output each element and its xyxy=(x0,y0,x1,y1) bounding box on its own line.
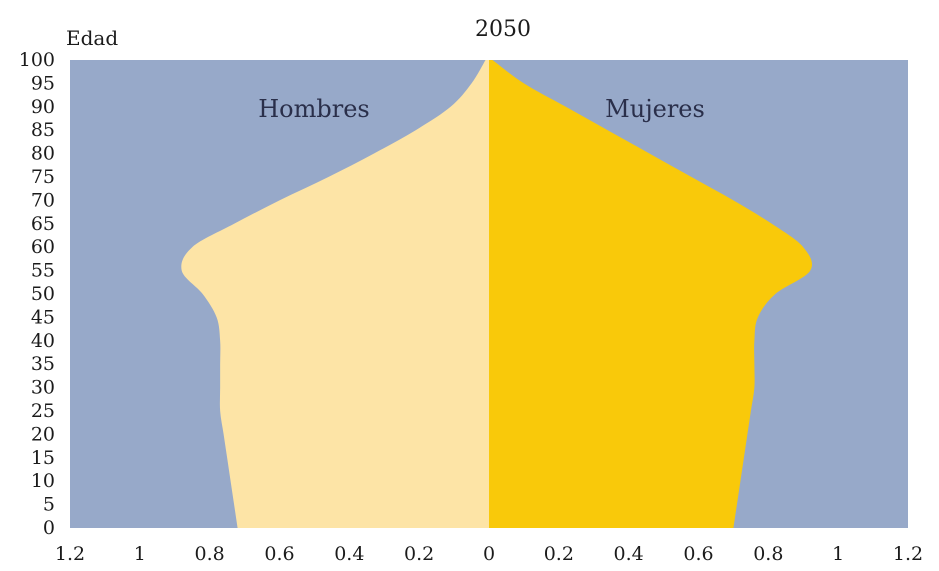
y-tick-label: 0 xyxy=(43,517,55,539)
x-tick-label: 1.2 xyxy=(55,543,85,565)
x-tick-label: 0.6 xyxy=(683,543,713,565)
x-tick-label: 0.2 xyxy=(404,543,434,565)
y-axis-label: Edad xyxy=(66,26,118,50)
y-tick-label: 95 xyxy=(31,72,55,94)
x-tick-label: 0.2 xyxy=(544,543,574,565)
x-tick-label: 0.6 xyxy=(264,543,294,565)
x-tick-label: 0.4 xyxy=(334,543,364,565)
series-area-hombres xyxy=(181,60,489,528)
x-tick-label: 0.4 xyxy=(614,543,644,565)
y-tick-label: 55 xyxy=(31,260,55,282)
y-tick-label: 65 xyxy=(31,213,55,235)
y-tick-label: 50 xyxy=(31,283,55,305)
series-label-mujeres: Mujeres xyxy=(605,95,705,123)
y-axis-ticks: 0510152025303540455055606570758085909510… xyxy=(19,49,55,539)
x-tick-label: 1 xyxy=(832,543,844,565)
y-tick-label: 10 xyxy=(31,470,55,492)
series-label-hombres: Hombres xyxy=(258,95,370,123)
y-tick-label: 80 xyxy=(31,143,55,165)
y-tick-label: 90 xyxy=(31,96,55,118)
x-axis-ticks: 1.2 1 0.8 0.6 0.4 0.2 0 0.2 0.4 0.6 0.8 1 1.2 xyxy=(55,543,923,565)
y-tick-label: 75 xyxy=(31,166,55,188)
y-tick-label: 25 xyxy=(31,400,55,422)
y-tick-label: 35 xyxy=(31,353,55,375)
y-tick-label: 100 xyxy=(19,49,55,71)
y-tick-label: 30 xyxy=(31,377,55,399)
x-tick-label: 0 xyxy=(483,543,495,565)
x-tick-label: 1.2 xyxy=(893,543,923,565)
y-tick-label: 85 xyxy=(31,119,55,141)
x-tick-label: 0.8 xyxy=(753,543,783,565)
y-tick-label: 5 xyxy=(43,494,55,516)
y-tick-label: 20 xyxy=(31,423,55,445)
y-tick-label: 15 xyxy=(31,447,55,469)
chart-title: 2050 xyxy=(475,17,531,42)
x-tick-label: 1 xyxy=(134,543,146,565)
x-tick-label: 0.8 xyxy=(195,543,225,565)
series-area-mujeres xyxy=(489,60,813,528)
y-tick-label: 70 xyxy=(31,189,55,211)
y-tick-label: 45 xyxy=(31,306,55,328)
y-tick-label: 60 xyxy=(31,236,55,258)
y-tick-label: 40 xyxy=(31,330,55,352)
